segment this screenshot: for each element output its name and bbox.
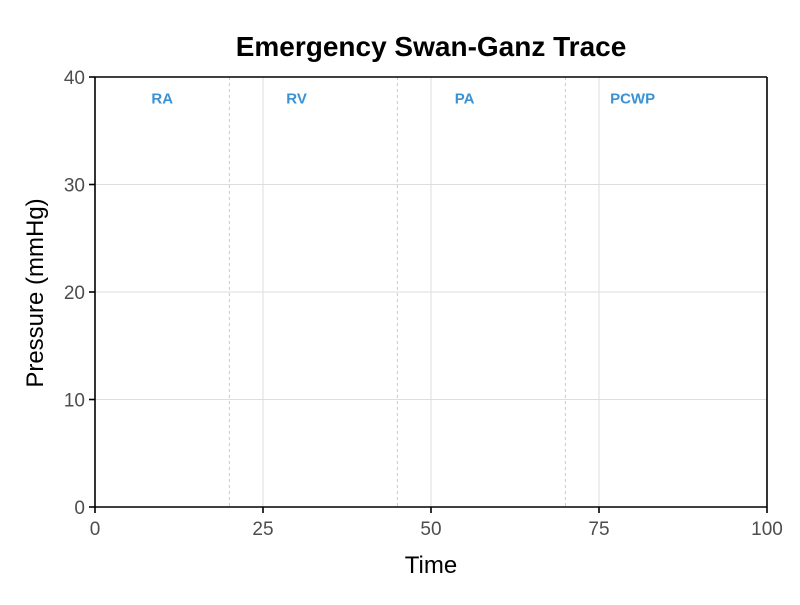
y-tick-label: 40 [64, 68, 85, 89]
x-axis-title: Time [405, 552, 457, 579]
y-tick-label: 10 [64, 391, 85, 412]
tick-layer: 0 10 20 30 40 0 25 50 75 100 [64, 68, 783, 540]
x-tick-label: 25 [252, 519, 273, 540]
y-tick-label: 0 [74, 498, 85, 519]
chart-title: Emergency Swan-Ganz Trace [236, 31, 627, 62]
x-tick-label: 100 [751, 519, 783, 540]
region-label-ra: RA [151, 91, 173, 108]
x-tick-label: 50 [420, 519, 441, 540]
region-label-rv: RV [286, 91, 307, 108]
region-label-pcwp: PCWP [610, 91, 655, 108]
grid-layer [95, 76, 767, 507]
y-tick-label: 30 [64, 176, 85, 197]
region-label-pa: PA [455, 91, 475, 108]
y-axis-title: Pressure (mmHg) [22, 198, 49, 387]
region-label-layer: RA RV PA PCWP [151, 91, 655, 108]
x-tick-label: 0 [90, 519, 101, 540]
x-tick-label: 75 [588, 519, 609, 540]
y-tick-label: 20 [64, 283, 85, 304]
